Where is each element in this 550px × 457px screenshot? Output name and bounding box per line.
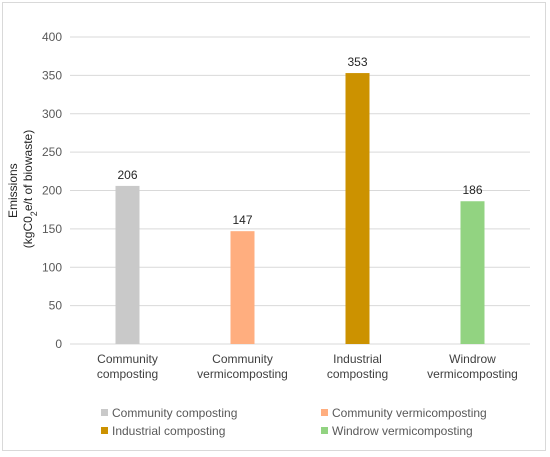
y-tick-label: 300 bbox=[42, 107, 62, 121]
x-tick-label: Community bbox=[212, 352, 273, 366]
y-tick-label: 400 bbox=[42, 30, 62, 44]
y-tick-label: 100 bbox=[42, 260, 62, 274]
y-tick-label: 50 bbox=[49, 299, 63, 313]
legend-swatch bbox=[101, 427, 108, 434]
chart-frame: 0 50 100 150 200 250 300 350 400 206 147 353 186 Co… bbox=[2, 2, 546, 451]
x-tick-label: Industrial bbox=[333, 352, 382, 366]
y-tick-label: 150 bbox=[42, 222, 62, 236]
data-label: 353 bbox=[347, 55, 367, 69]
x-tick-label: vermicomposting bbox=[427, 367, 518, 381]
bar-chart: 0 50 100 150 200 250 300 350 400 206 147 353 186 Co… bbox=[6, 30, 530, 438]
legend-swatch bbox=[321, 427, 328, 434]
legend-swatch bbox=[101, 409, 108, 416]
x-tick-label: composting bbox=[327, 367, 388, 381]
legend-entry: Community composting bbox=[112, 406, 237, 420]
y-tick-label: 200 bbox=[42, 184, 62, 198]
y-tick-label: 0 bbox=[55, 337, 62, 351]
y-tick-label: 250 bbox=[42, 145, 62, 159]
bar bbox=[460, 201, 485, 344]
x-tick-label: vermicomposting bbox=[197, 367, 288, 381]
legend-entry: Windrow vermicomposting bbox=[332, 424, 473, 438]
bar bbox=[115, 185, 140, 344]
y-axis-label: Emissions (kgC02e/t of biowaste) bbox=[6, 130, 39, 248]
legend-swatch bbox=[321, 409, 328, 416]
x-tick-label: Windrow bbox=[449, 352, 496, 366]
data-label: 186 bbox=[462, 183, 482, 197]
y-axis-label-line1: Emissions bbox=[6, 163, 20, 218]
y-axis-label-line2: (kgC02e/t of biowaste) bbox=[21, 130, 39, 248]
legend-entry: Industrial composting bbox=[112, 424, 225, 438]
legend-entry: Community vermicomposting bbox=[332, 406, 487, 420]
x-tick-label: composting bbox=[97, 367, 158, 381]
data-label: 147 bbox=[232, 213, 252, 227]
bar bbox=[230, 231, 255, 344]
data-label: 206 bbox=[117, 168, 137, 182]
x-tick-label: Community bbox=[97, 352, 158, 366]
bar bbox=[345, 73, 370, 344]
y-tick-label: 350 bbox=[42, 68, 62, 82]
